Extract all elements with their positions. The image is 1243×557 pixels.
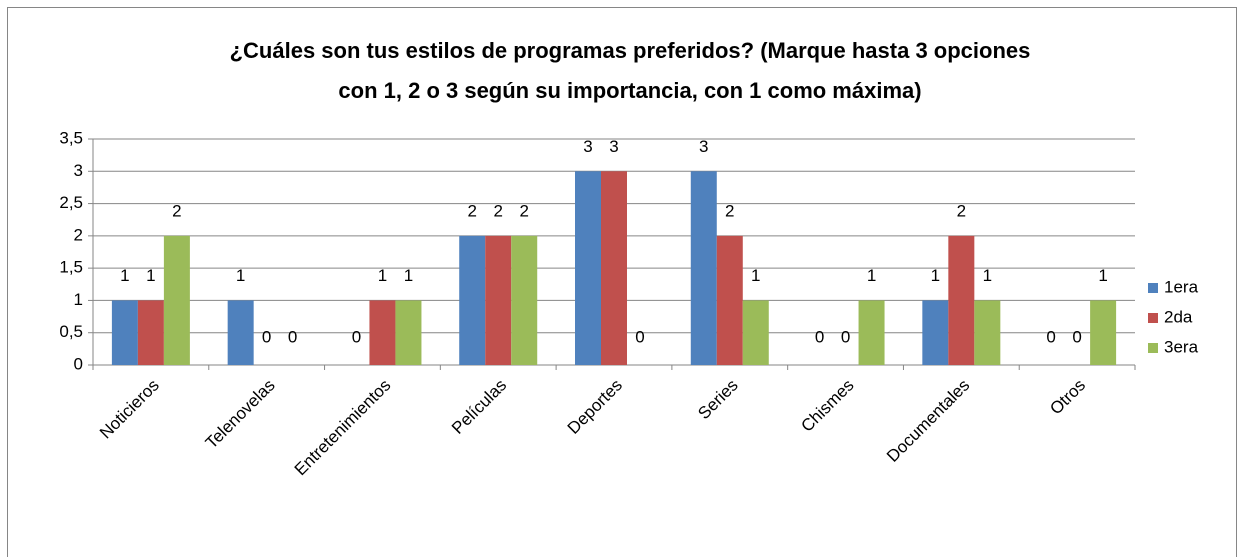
bar — [459, 235, 486, 365]
data-label: 1 — [1098, 266, 1107, 285]
bar — [227, 300, 254, 365]
data-label: 1 — [983, 266, 992, 285]
bar — [111, 300, 138, 365]
data-label: 0 — [288, 327, 297, 346]
bar — [1090, 300, 1117, 365]
bar — [858, 300, 885, 365]
data-label: 1 — [931, 266, 940, 285]
data-label: 1 — [120, 266, 129, 285]
data-label: 1 — [867, 266, 876, 285]
y-tick-label: 3 — [74, 161, 83, 180]
y-tick-label: 3,5 — [59, 128, 83, 147]
data-label: 1 — [236, 266, 245, 285]
data-label: 2 — [725, 201, 734, 220]
bar — [922, 300, 949, 365]
bar — [395, 300, 422, 365]
bar — [716, 235, 743, 365]
data-label: 2 — [519, 201, 528, 220]
data-label: 1 — [751, 266, 760, 285]
y-tick-label: 0,5 — [59, 322, 83, 341]
bar — [369, 300, 396, 365]
y-tick-label: 1 — [74, 290, 83, 309]
bar — [575, 171, 601, 365]
legend-swatch — [1148, 313, 1158, 323]
bar — [137, 300, 164, 365]
y-tick-label: 1,5 — [59, 258, 83, 277]
bar — [974, 300, 1001, 365]
legend-swatch — [1148, 343, 1158, 353]
data-label: 2 — [172, 201, 181, 220]
data-label: 0 — [841, 327, 850, 346]
data-label: 2 — [493, 201, 502, 220]
bar — [690, 171, 717, 365]
bar — [948, 235, 975, 365]
data-label: 0 — [1046, 327, 1055, 346]
bar — [601, 171, 627, 365]
chart-title: con 1, 2 o 3 según su importancia, con 1… — [338, 78, 921, 103]
legend-label: 2da — [1164, 307, 1193, 326]
data-label: 0 — [815, 327, 824, 346]
bar — [742, 300, 769, 365]
data-label: 0 — [352, 327, 361, 346]
chart-title: ¿Cuáles son tus estilos de programas pre… — [230, 38, 1031, 63]
data-label: 0 — [1072, 327, 1081, 346]
data-label: 0 — [262, 327, 271, 346]
data-label: 2 — [467, 201, 476, 220]
data-label: 3 — [609, 137, 618, 156]
data-label: 1 — [404, 266, 413, 285]
legend-swatch — [1148, 283, 1158, 293]
data-label: 3 — [583, 137, 592, 156]
y-tick-label: 2 — [74, 225, 83, 244]
legend-label: 3era — [1164, 337, 1199, 356]
data-label: 2 — [957, 201, 966, 220]
bar — [511, 235, 538, 365]
data-label: 0 — [635, 327, 644, 346]
data-label: 1 — [146, 266, 155, 285]
bar — [485, 235, 512, 365]
legend-label: 1era — [1164, 277, 1199, 296]
data-label: 1 — [378, 266, 387, 285]
y-tick-label: 2,5 — [59, 193, 83, 212]
data-label: 3 — [699, 137, 708, 156]
y-tick-label: 0 — [74, 354, 83, 373]
bar — [163, 235, 190, 365]
